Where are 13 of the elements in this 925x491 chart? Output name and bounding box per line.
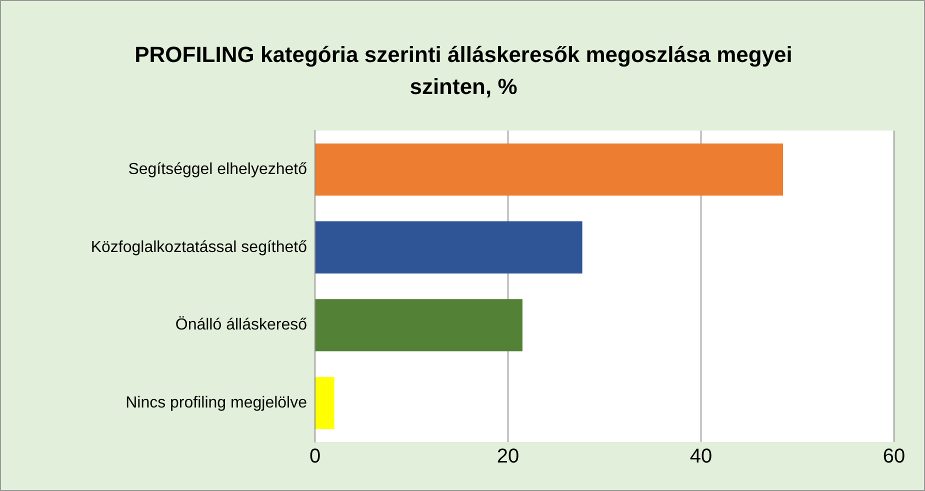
x-tick-label: 20 bbox=[496, 446, 520, 468]
x-tick-label: 60 bbox=[882, 446, 906, 468]
bar bbox=[316, 143, 784, 196]
x-tick-label: 40 bbox=[690, 446, 712, 468]
y-tick-label: Közfoglalkoztatással segíthető bbox=[90, 238, 308, 256]
bar bbox=[316, 376, 334, 430]
bar bbox=[316, 221, 582, 274]
y-tick-label: Nincs profiling megjelölve bbox=[126, 394, 308, 412]
y-tick-label: Önálló álláskereső bbox=[175, 316, 308, 334]
chart-title: PROFILING kategória szerinti álláskeresők megoszlása megyei szinten, % bbox=[134, 41, 794, 101]
y-tick-label: Segítséggel elhelyezhető bbox=[128, 160, 308, 178]
bar bbox=[316, 299, 522, 352]
x-tick-label: 0 bbox=[309, 446, 321, 468]
